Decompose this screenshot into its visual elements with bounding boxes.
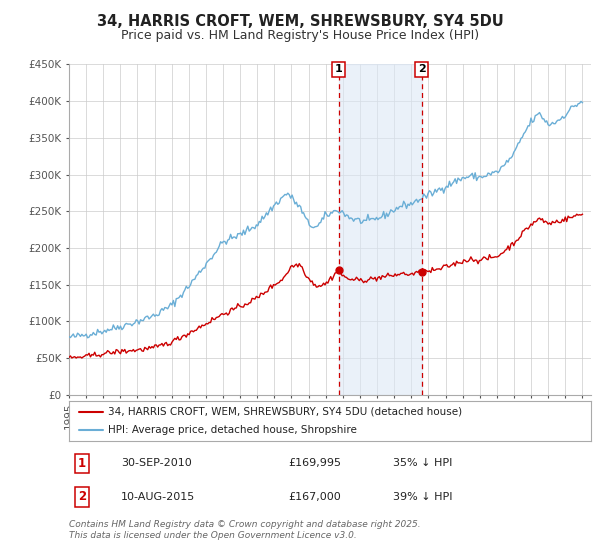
Text: 10-AUG-2015: 10-AUG-2015 (121, 492, 196, 502)
Text: 1: 1 (335, 64, 343, 74)
Text: 34, HARRIS CROFT, WEM, SHREWSBURY, SY4 5DU (detached house): 34, HARRIS CROFT, WEM, SHREWSBURY, SY4 5… (108, 407, 462, 417)
Text: 2: 2 (418, 64, 425, 74)
Text: 1: 1 (78, 457, 86, 470)
Text: £169,995: £169,995 (288, 459, 341, 468)
Text: 39% ↓ HPI: 39% ↓ HPI (392, 492, 452, 502)
Text: 34, HARRIS CROFT, WEM, SHREWSBURY, SY4 5DU: 34, HARRIS CROFT, WEM, SHREWSBURY, SY4 5… (97, 14, 503, 29)
Text: HPI: Average price, detached house, Shropshire: HPI: Average price, detached house, Shro… (108, 426, 357, 435)
Text: Price paid vs. HM Land Registry's House Price Index (HPI): Price paid vs. HM Land Registry's House … (121, 29, 479, 42)
Text: 30-SEP-2010: 30-SEP-2010 (121, 459, 192, 468)
Text: 35% ↓ HPI: 35% ↓ HPI (392, 459, 452, 468)
Text: 2: 2 (78, 491, 86, 503)
Bar (338, 64, 422, 395)
Text: £167,000: £167,000 (288, 492, 341, 502)
Text: Contains HM Land Registry data © Crown copyright and database right 2025.
This d: Contains HM Land Registry data © Crown c… (69, 520, 421, 540)
